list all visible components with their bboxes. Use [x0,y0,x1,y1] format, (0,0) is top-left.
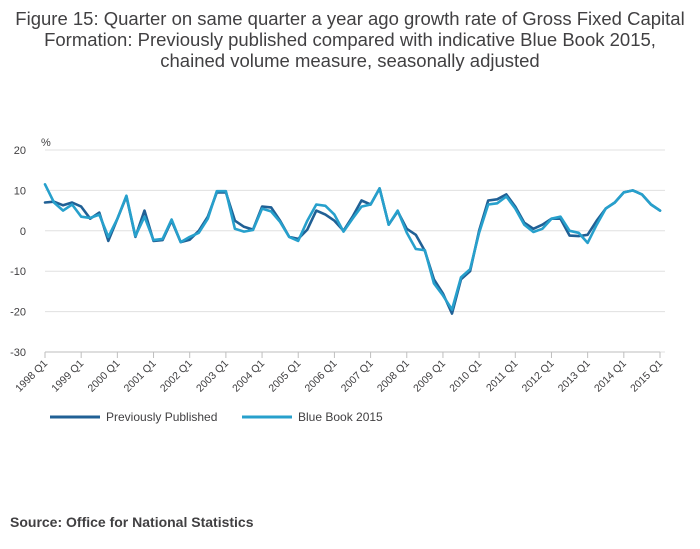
x-tick-label: 1999 Q1 [49,358,86,395]
axes: 20 10 0 -10 -20 -30% 1998 Q1 1999 Q1 2000 Q1 2001… [10,137,665,395]
x-tick-label: 2013 Q1 [556,358,593,395]
x-tick-label: 2003 Q1 [194,358,231,395]
legend-label: Blue Book 2015 [298,410,383,424]
y-tick-label: -10 [10,266,26,278]
x-tick-label: 2009 Q1 [411,358,448,395]
x-tick-label: 2011 Q1 [484,358,521,395]
legend-label: Previously Published [106,410,217,424]
x-tick-label: 1998 Q1 [13,358,50,395]
series-line-previously-published [43,187,662,315]
x-tick-label: 2001 Q1 [122,358,159,395]
y-tick-label: 0 [20,226,26,238]
legend: Previously Published Blue Book 2015 [50,410,383,424]
y-tick-label: 10 [14,185,26,197]
x-tick-label: 2004 Q1 [230,358,267,395]
x-tick-label: 2008 Q1 [375,358,412,395]
y-tick-label: -30 [10,347,26,359]
x-tick-label: 2015 Q1 [628,358,665,395]
y-tick-label: 20 [14,145,26,157]
x-tick-label: 2014 Q1 [592,358,629,395]
x-tick-label: 2002 Q1 [158,358,195,395]
source-note: Source: Office for National Statistics [10,514,254,530]
series-lines [43,183,662,315]
x-tick-label: 2012 Q1 [520,358,557,395]
gridlines [45,149,665,353]
x-tick-label: 2000 Q1 [85,358,122,395]
x-tick-label: 2010 Q1 [447,358,484,395]
chart-title: Figure 15: Quarter on same quarter a yea… [15,8,685,71]
x-tick-label: 2005 Q1 [266,358,303,395]
x-tick-label: 2007 Q1 [339,358,376,395]
y-axis-label: % [41,137,51,149]
series-line-blue-book-2015 [43,183,662,311]
line-chart: 20 10 0 -10 -20 -30% 1998 Q1 1999 Q1 2000 Q1 2001… [10,137,665,424]
y-tick-label: -20 [10,307,26,319]
x-tick-label: 2006 Q1 [303,358,340,395]
